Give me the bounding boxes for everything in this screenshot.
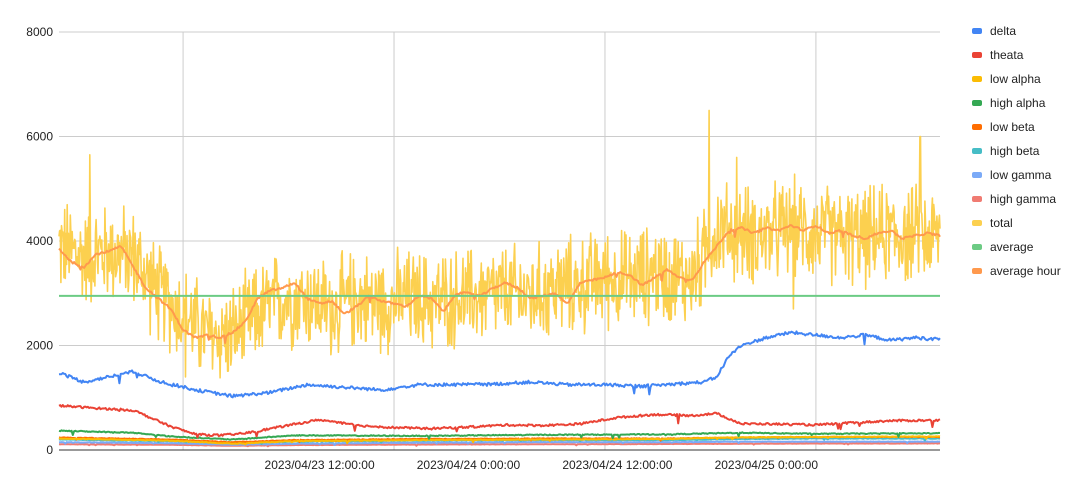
legend-swatch-average (972, 244, 982, 250)
legend-label-average-hour: average hour (990, 264, 1061, 278)
y-tick-label: 2000 (26, 339, 53, 353)
legend-label-theata: theata (990, 48, 1024, 62)
legend-swatch-total (972, 220, 982, 226)
legend-label-low-alpha: low alpha (990, 72, 1041, 86)
legend-swatch-high-alpha (972, 100, 982, 106)
legend-label-high-alpha: high alpha (990, 96, 1046, 110)
legend-swatch-high-gamma (972, 196, 982, 202)
legend-label-average: average (990, 240, 1034, 254)
axes: 0 2000 4000 6000 8000 2023/04/23 12:00:00 2023… (26, 25, 940, 472)
legend-swatch-delta (972, 28, 982, 34)
legend-label-delta: delta (990, 24, 1016, 38)
series-line-theata (58, 404, 941, 439)
x-tick-label: 2023/04/24 0:00:00 (417, 458, 521, 472)
y-tick-label: 6000 (26, 130, 53, 144)
legend-label-high-gamma: high gamma (990, 192, 1056, 206)
x-tick-label: 2023/04/23 12:00:00 (265, 458, 375, 472)
legend-swatch-theata (972, 52, 982, 58)
y-tick-label: 0 (46, 443, 53, 457)
x-tick-label: 2023/04/25 0:00:00 (715, 458, 819, 472)
series-line-average-hour (58, 224, 941, 344)
series-lines (58, 109, 941, 448)
legend: delta theata low alpha high alpha low beta hi… (972, 24, 1061, 278)
series-line-low-alpha (58, 435, 941, 446)
legend-swatch-low-alpha (972, 76, 982, 82)
legend-swatch-low-beta (972, 124, 982, 130)
y-tick-label: 4000 (26, 234, 53, 248)
legend-swatch-low-gamma (972, 172, 982, 178)
legend-label-low-beta: low beta (990, 120, 1035, 134)
series-line-high-alpha (58, 429, 941, 441)
legend-label-low-gamma: low gamma (990, 168, 1052, 182)
legend-label-total: total (990, 216, 1013, 230)
grid (59, 31, 940, 450)
x-tick-label: 2023/04/24 12:00:00 (562, 458, 672, 472)
series-line-low-gamma (58, 440, 941, 446)
legend-label-high-beta: high beta (990, 144, 1040, 158)
series-line-delta (58, 330, 941, 399)
series-line-total (58, 109, 941, 379)
legend-swatch-average-hour (972, 268, 982, 274)
series-line-high-gamma (58, 442, 940, 448)
legend-swatch-high-beta (972, 148, 982, 154)
y-tick-label: 8000 (26, 25, 53, 39)
